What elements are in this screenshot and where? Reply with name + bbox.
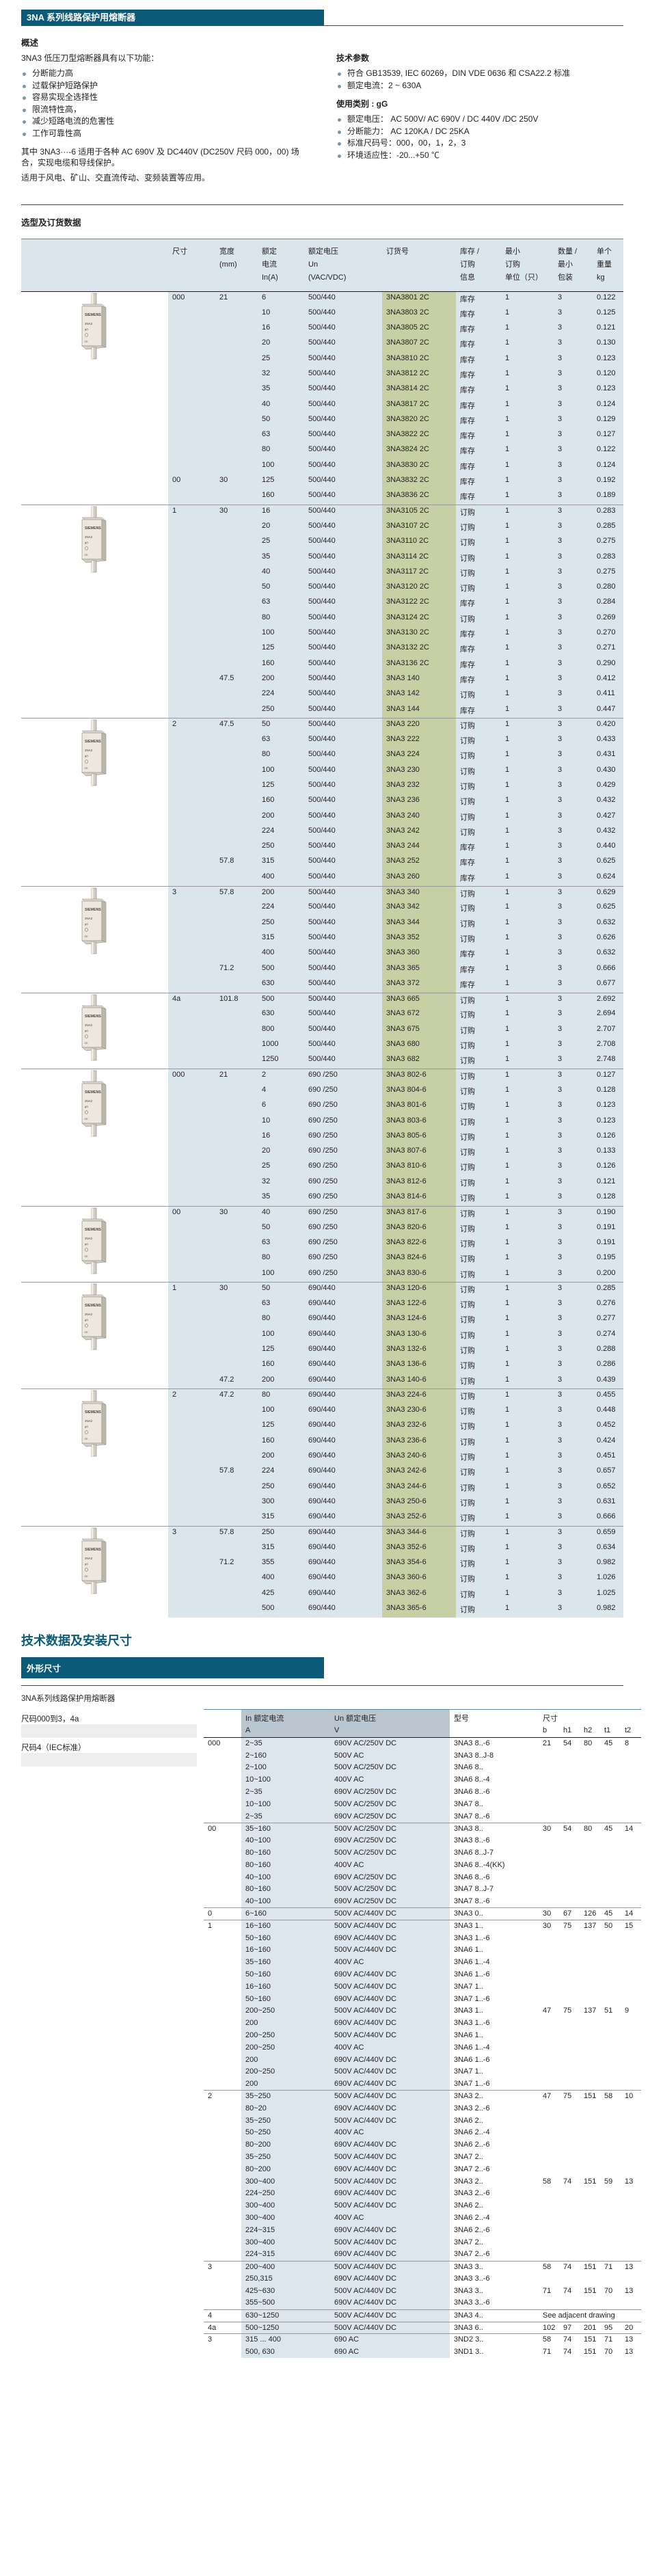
svg-text:CE: CE xyxy=(84,1118,88,1121)
svg-text:SIEMENS: SIEMENS xyxy=(85,1410,101,1414)
svg-text:gG: gG xyxy=(85,923,88,926)
svg-text:gG: gG xyxy=(85,541,88,544)
svg-text:SIEMENS: SIEMENS xyxy=(85,526,101,531)
svg-text:CE: CE xyxy=(84,1575,88,1578)
svg-text:gG: gG xyxy=(85,1319,88,1321)
svg-text:SIEMENS: SIEMENS xyxy=(85,313,101,317)
svg-text:3NA3: 3NA3 xyxy=(85,917,93,920)
svg-text:CE: CE xyxy=(84,340,88,343)
svg-text:3NA3: 3NA3 xyxy=(85,535,93,539)
svg-text:SIEMENS: SIEMENS xyxy=(85,1228,101,1232)
svg-text:SIEMENS: SIEMENS xyxy=(85,1090,101,1095)
svg-text:CE: CE xyxy=(84,1042,88,1045)
svg-text:SIEMENS: SIEMENS xyxy=(85,1304,101,1308)
svg-text:gG: gG xyxy=(85,1425,88,1428)
svg-text:CE: CE xyxy=(84,767,88,770)
svg-text:SIEMENS: SIEMENS xyxy=(85,740,101,744)
svg-text:3NA3: 3NA3 xyxy=(85,322,93,325)
svg-text:gG: gG xyxy=(85,1563,88,1566)
svg-text:gG: gG xyxy=(85,328,88,331)
svg-text:3NA3: 3NA3 xyxy=(85,749,93,752)
svg-text:gG: gG xyxy=(85,755,88,757)
svg-text:gG: gG xyxy=(85,1105,88,1108)
svg-text:3NA3: 3NA3 xyxy=(85,1557,93,1560)
svg-text:gG: gG xyxy=(85,1030,88,1032)
svg-text:SIEMENS: SIEMENS xyxy=(85,908,101,912)
svg-text:CE: CE xyxy=(84,935,88,938)
svg-text:3NA3: 3NA3 xyxy=(85,1313,93,1316)
svg-text:CE: CE xyxy=(84,1255,88,1258)
svg-text:3NA3: 3NA3 xyxy=(85,1419,93,1423)
svg-text:SIEMENS: SIEMENS xyxy=(85,1015,101,1019)
svg-text:SIEMENS: SIEMENS xyxy=(85,1548,101,1552)
svg-text:CE: CE xyxy=(84,554,88,556)
svg-text:3NA3: 3NA3 xyxy=(85,1099,93,1103)
svg-text:CE: CE xyxy=(84,1331,88,1334)
svg-text:3NA3: 3NA3 xyxy=(85,1023,93,1027)
svg-text:CE: CE xyxy=(84,1438,88,1440)
svg-text:gG: gG xyxy=(85,1243,88,1246)
svg-text:3NA3: 3NA3 xyxy=(85,1237,93,1240)
